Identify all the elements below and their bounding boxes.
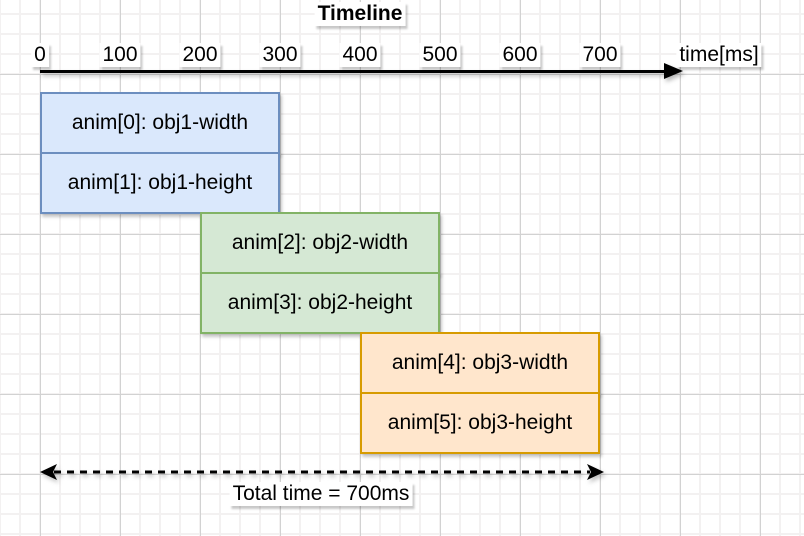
anim-bar-4: anim[4]: obj3-width	[360, 332, 600, 394]
anim-bar-label: anim[0]: obj1-width	[71, 111, 249, 134]
axis-tick-label: 100	[99, 43, 141, 67]
anim-bar-label: anim[1]: obj1-height	[67, 171, 253, 194]
axis-tick-label: 700	[579, 43, 621, 67]
axis-tick-label: 600	[499, 43, 541, 67]
total-time-arrow	[40, 464, 604, 480]
axis-unit-label: time[ms]	[676, 43, 762, 67]
axis-tick-label: 0	[31, 43, 49, 67]
anim-bar-2: anim[2]: obj2-width	[200, 212, 440, 274]
right-arrowhead-icon	[587, 464, 604, 480]
axis-tick-label: 200	[179, 43, 221, 67]
total-time-label: Total time = 700ms	[229, 482, 413, 506]
anim-bar-3: anim[3]: obj2-height	[200, 272, 440, 334]
diagram-title: Timeline	[314, 2, 406, 26]
anim-bar-label: anim[3]: obj2-height	[227, 291, 413, 314]
anim-bar-0: anim[0]: obj1-width	[40, 92, 280, 154]
left-arrowhead-icon	[40, 464, 57, 480]
anim-bar-5: anim[5]: obj3-height	[360, 392, 600, 454]
anim-bar-label: anim[4]: obj3-width	[391, 351, 569, 374]
anim-bar-label: anim[5]: obj3-height	[387, 411, 573, 434]
anim-bar-1: anim[1]: obj1-height	[40, 152, 280, 214]
axis-tick-label: 400	[339, 43, 381, 67]
axis-tick-label: 500	[419, 43, 461, 67]
axis-line	[40, 70, 668, 73]
anim-bar-label: anim[2]: obj2-width	[231, 231, 409, 254]
axis-tick-label: 300	[259, 43, 301, 67]
